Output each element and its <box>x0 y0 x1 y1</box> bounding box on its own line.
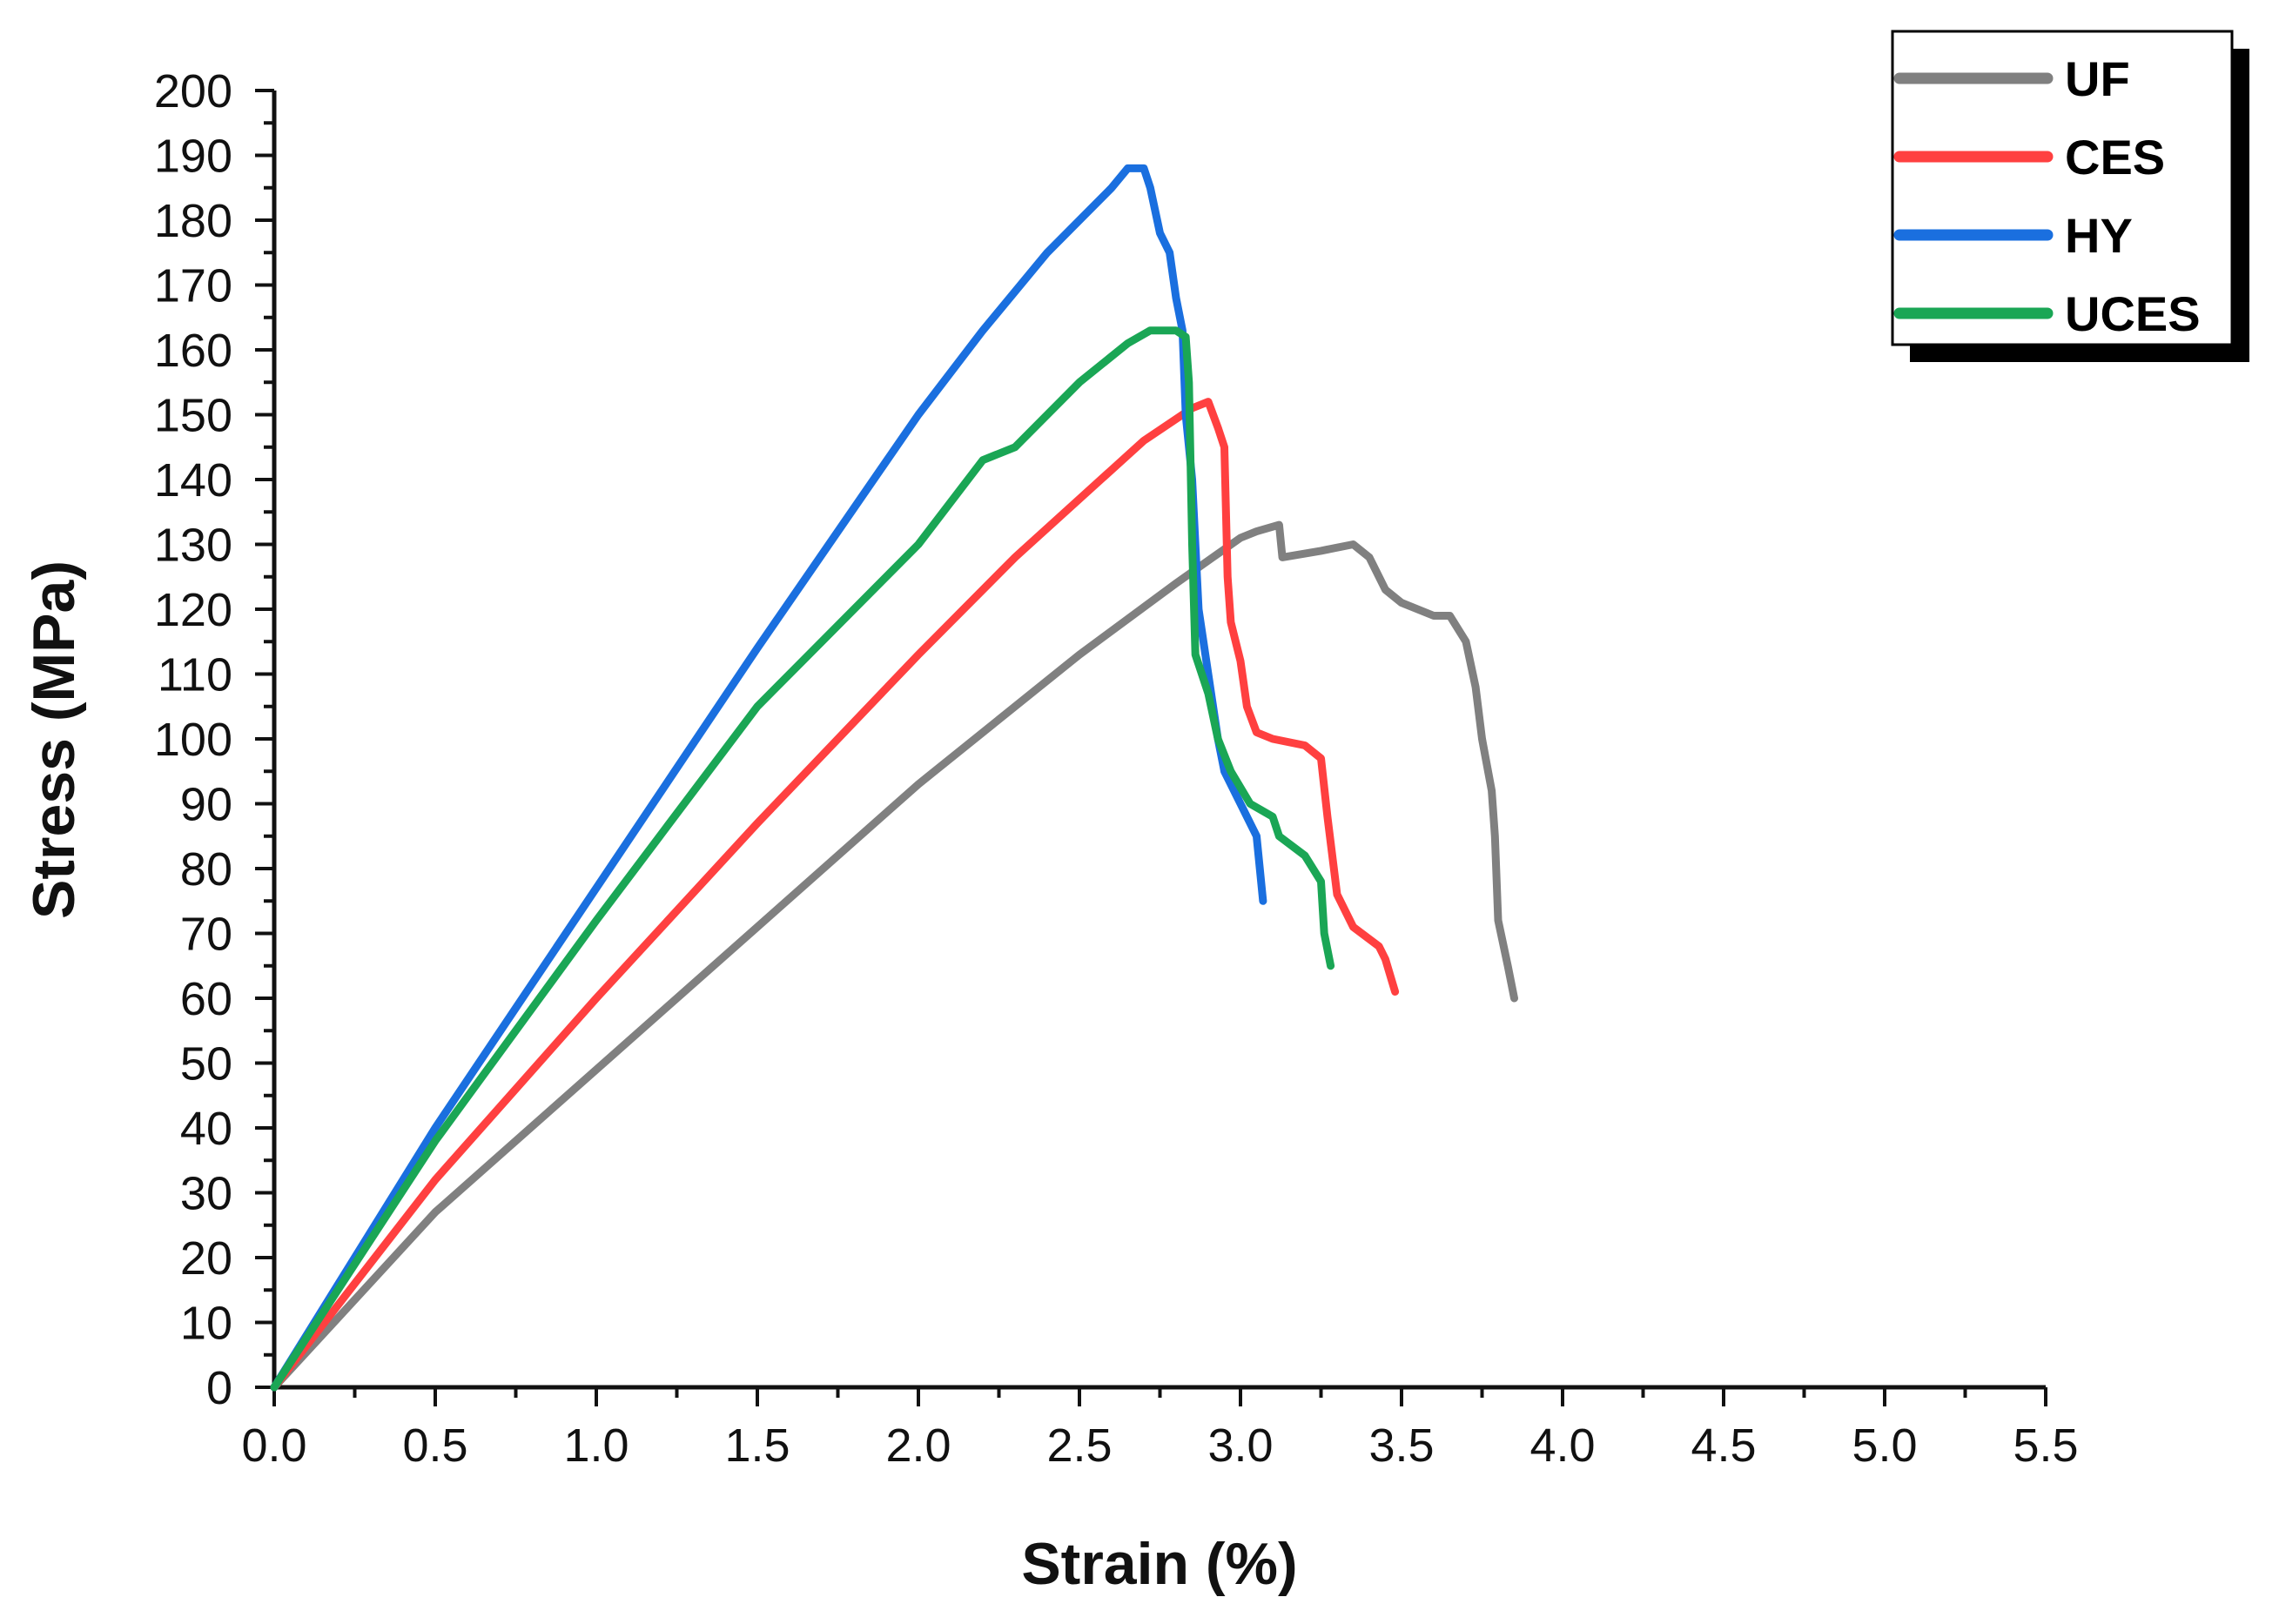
series-line-uces <box>270 326 1335 1392</box>
axes: 0.0 0.5 1.0 1.5 2.0 2.5 3.0 3.5 4.0 4.5 5.0 5.5 0 10… <box>154 65 2079 1472</box>
y-tick-label: 140 <box>154 454 232 507</box>
x-tick-label: 0.5 <box>402 1419 467 1472</box>
legend-label-ces: CES <box>2065 130 2165 185</box>
series-line-hy <box>270 164 1267 1392</box>
y-tick-label: 10 <box>180 1298 232 1350</box>
x-tick-label: 4.0 <box>1529 1419 1595 1472</box>
y-tick-label: 190 <box>154 131 232 183</box>
y-tick-label: 180 <box>154 195 232 247</box>
x-tick-label: 4.5 <box>1691 1419 1756 1472</box>
legend-label-uf: UF <box>2065 51 2130 106</box>
x-tick-label: 1.5 <box>724 1419 790 1472</box>
y-tick-label: 60 <box>180 973 232 1025</box>
x-tick-label: 5.5 <box>2013 1419 2078 1472</box>
series-line-ces <box>270 398 1400 1392</box>
series-layer <box>270 164 1518 1392</box>
x-tick-label: 3.0 <box>1207 1419 1273 1472</box>
x-ticks: 0.0 0.5 1.0 1.5 2.0 2.5 3.0 3.5 4.0 4.5 5.0 5.5 <box>241 1387 2079 1472</box>
y-tick-label: 70 <box>180 909 232 961</box>
y-tick-label: 200 <box>154 65 232 117</box>
series-line-uf <box>270 520 1518 1392</box>
y-tick-label: 20 <box>180 1232 232 1285</box>
x-tick-label: 0.0 <box>241 1419 306 1472</box>
y-tick-label: 130 <box>154 520 232 572</box>
y-tick-label: 30 <box>180 1168 232 1220</box>
x-axis-title: Strain (%) <box>1021 1531 1297 1597</box>
y-ticks: 0 10 20 30 40 50 60 70 80 90 100 110 120 130 140 150 160… <box>154 65 274 1414</box>
y-tick-label: 150 <box>154 390 232 442</box>
x-tick-label: 2.0 <box>885 1419 951 1472</box>
y-tick-label: 120 <box>154 584 232 636</box>
y-axis-title: Stress (MPa) <box>21 560 87 919</box>
y-tick-label: 40 <box>180 1103 232 1155</box>
x-tick-label: 1.0 <box>563 1419 629 1472</box>
y-tick-label: 80 <box>180 843 232 896</box>
legend-label-uces: UCES <box>2065 286 2201 341</box>
y-tick-label: 0 <box>206 1362 232 1414</box>
y-tick-label: 100 <box>154 714 232 766</box>
y-tick-label: 90 <box>180 779 232 831</box>
x-tick-label: 5.0 <box>1852 1419 1917 1472</box>
y-tick-label: 170 <box>154 260 232 312</box>
legend-label-hy: HY <box>2065 208 2133 263</box>
y-tick-label: 160 <box>154 325 232 377</box>
y-tick-label: 50 <box>180 1038 232 1090</box>
legend: UF CES HY UCES <box>1891 30 2249 362</box>
x-tick-label: 2.5 <box>1046 1419 1112 1472</box>
y-tick-label: 110 <box>158 649 232 701</box>
x-tick-label: 3.5 <box>1368 1419 1434 1472</box>
legend-items: UF CES HY UCES <box>1893 51 2201 341</box>
